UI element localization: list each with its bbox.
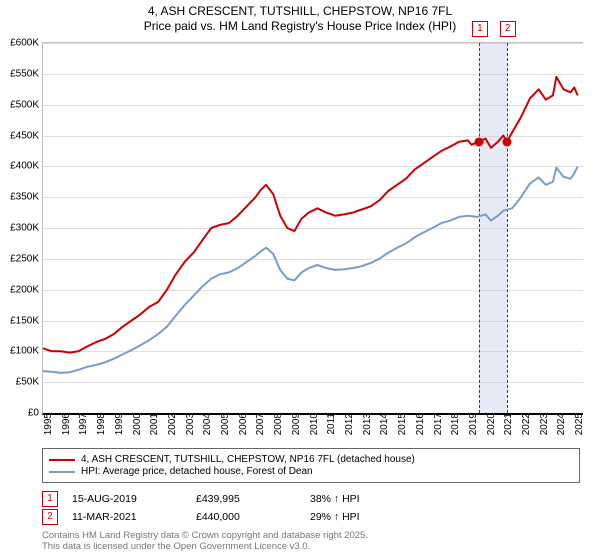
sale-price: £440,000 [196,511,296,523]
sale-date: 15-AUG-2019 [72,493,182,505]
x-tick-label: 2011 [322,413,337,435]
sale-point-dot [474,137,483,146]
x-tick-label: 2025 [570,413,585,435]
legend-swatch [49,471,75,473]
sale-date: 11-MAR-2021 [72,511,182,523]
y-tick-label: £200K [10,284,39,295]
x-tick-label: 2009 [287,413,302,435]
sale-price: £439,995 [196,493,296,505]
x-tick-label: 2022 [517,413,532,435]
x-tick-label: 1999 [110,413,125,435]
legend-swatch [49,459,75,461]
sales-table: 1 15-AUG-2019 £439,995 38% ↑ HPI 2 11-MA… [42,490,400,526]
x-tick-label: 2007 [251,413,266,435]
x-tick-label: 2020 [482,413,497,435]
x-tick-label: 2023 [535,413,550,435]
footer-attribution: Contains HM Land Registry data © Crown c… [42,530,368,553]
sale-pct: 38% ↑ HPI [310,493,400,505]
x-tick-label: 2012 [340,413,355,435]
x-tick-label: 2005 [216,413,231,435]
x-tick-label: 2003 [181,413,196,435]
title-line-1: 4, ASH CRESCENT, TUTSHILL, CHEPSTOW, NP1… [0,4,600,19]
x-tick-label: 2017 [429,413,444,435]
sales-row: 2 11-MAR-2021 £440,000 29% ↑ HPI [42,508,400,526]
x-tick-label: 2013 [358,413,373,435]
sale-point-dot [502,137,511,146]
x-tick-label: 1997 [74,413,89,435]
sale-marker-box: 1 [42,491,58,507]
sales-row: 1 15-AUG-2019 £439,995 38% ↑ HPI [42,490,400,508]
y-tick-label: £550K [10,68,39,79]
series-line [43,77,578,353]
x-tick-label: 2024 [552,413,567,435]
x-tick-label: 2019 [464,413,479,435]
y-tick-label: £400K [10,161,39,172]
y-tick-label: £0 [28,408,39,419]
chart-lines-svg [43,43,583,413]
footer-line-1: Contains HM Land Registry data © Crown c… [42,530,368,541]
sale-marker-box: 2 [42,509,58,525]
x-tick-label: 2015 [393,413,408,435]
y-tick-label: £300K [10,223,39,234]
x-tick-label: 1995 [39,413,54,435]
y-tick-label: £600K [10,38,39,49]
footer-line-2: This data is licensed under the Open Gov… [42,541,368,552]
x-tick-label: 2002 [163,413,178,435]
series-line [43,166,578,373]
x-tick-label: 2010 [305,413,320,435]
x-tick-label: 2018 [446,413,461,435]
legend-item: HPI: Average price, detached house, Fore… [49,466,573,477]
x-tick-label: 2016 [411,413,426,435]
chart-marker-box: 2 [500,21,516,37]
x-tick-label: 2008 [269,413,284,435]
legend-box: 4, ASH CRESCENT, TUTSHILL, CHEPSTOW, NP1… [42,448,580,483]
x-tick-label: 2000 [128,413,143,435]
y-tick-label: £100K [10,346,39,357]
y-tick-label: £250K [10,253,39,264]
x-tick-label: 2004 [198,413,213,435]
x-tick-label: 2014 [375,413,390,435]
legend-label: HPI: Average price, detached house, Fore… [81,466,313,477]
x-tick-label: 2001 [145,413,160,435]
y-tick-label: £150K [10,315,39,326]
chart-plot-area: £0£50K£100K£150K£200K£250K£300K£350K£400… [42,42,583,415]
y-tick-label: £450K [10,130,39,141]
sale-pct: 29% ↑ HPI [310,511,400,523]
y-tick-label: £350K [10,192,39,203]
y-tick-label: £50K [16,377,39,388]
chart-marker-box: 1 [472,21,488,37]
legend-label: 4, ASH CRESCENT, TUTSHILL, CHEPSTOW, NP1… [81,454,415,465]
x-tick-label: 2006 [234,413,249,435]
x-tick-label: 2021 [499,413,514,435]
x-tick-label: 1998 [92,413,107,435]
y-tick-label: £500K [10,99,39,110]
x-tick-label: 1996 [57,413,72,435]
legend-item: 4, ASH CRESCENT, TUTSHILL, CHEPSTOW, NP1… [49,454,573,465]
